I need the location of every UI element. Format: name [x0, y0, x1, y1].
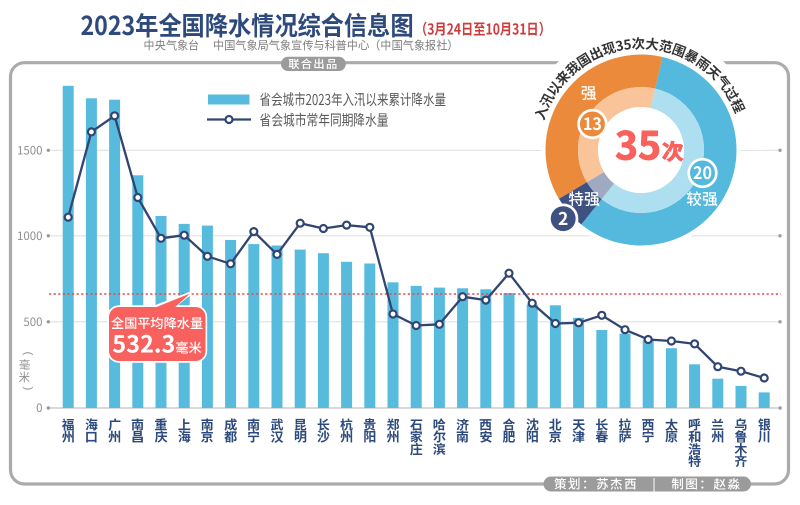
svg-text:南: 南 [131, 415, 144, 434]
svg-text:庆: 庆 [154, 427, 167, 446]
svg-text:联合出品: 联合出品 [288, 56, 338, 72]
svg-text:广: 广 [107, 415, 121, 434]
svg-text:家: 家 [410, 427, 423, 446]
svg-text:昆: 昆 [294, 415, 307, 434]
svg-text:现: 现 [599, 36, 618, 59]
svg-text:强: 强 [581, 82, 597, 104]
svg-text:郑: 郑 [386, 415, 399, 434]
svg-text:特: 特 [688, 451, 701, 470]
svg-text:全国平均降水量: 全国平均降水量 [111, 313, 203, 332]
svg-text:1500: 1500 [17, 142, 43, 158]
svg-text:上: 上 [178, 415, 191, 434]
svg-text:较强: 较强 [686, 188, 718, 210]
svg-text:北: 北 [549, 415, 563, 434]
svg-text:肥: 肥 [502, 427, 516, 446]
svg-text:南: 南 [201, 415, 214, 434]
svg-text:毫: 毫 [19, 357, 31, 373]
svg-text:南: 南 [247, 415, 260, 434]
svg-text:532.3毫米: 532.3毫米 [112, 326, 201, 360]
svg-text:长: 长 [317, 415, 330, 434]
svg-text:齐: 齐 [734, 451, 747, 470]
svg-text:西: 西 [479, 415, 492, 434]
svg-text:昌: 昌 [131, 427, 144, 446]
svg-text:特强: 特强 [568, 188, 600, 210]
svg-text:大: 大 [645, 32, 661, 53]
svg-text:京: 京 [549, 427, 562, 446]
svg-text:州: 州 [62, 427, 75, 446]
svg-text:福: 福 [62, 415, 75, 434]
svg-text:宁: 宁 [642, 427, 655, 446]
svg-text:海: 海 [178, 427, 191, 446]
svg-text:京: 京 [201, 427, 214, 446]
svg-text:太: 太 [665, 415, 678, 434]
svg-text:都: 都 [224, 427, 237, 446]
svg-text:拉: 拉 [618, 415, 631, 434]
svg-text:石: 石 [410, 415, 423, 434]
svg-text:省会城市常年同期降水量: 省会城市常年同期降水量 [260, 110, 389, 131]
svg-text:滨: 滨 [433, 439, 446, 458]
svg-text:尔: 尔 [433, 427, 446, 446]
svg-text:5: 5 [622, 33, 632, 54]
svg-text:3: 3 [613, 34, 625, 55]
svg-text:500: 500 [23, 314, 42, 330]
svg-text:呼: 呼 [688, 415, 701, 434]
svg-text:萨: 萨 [618, 427, 631, 446]
svg-text:庄: 庄 [410, 439, 423, 458]
svg-text:贵: 贵 [363, 415, 376, 434]
svg-text:中央气象台 中国气象局气象宣传与科普中心（中国气象报社）: 中央气象台 中国气象局气象宣传与科普中心（中国气象报社） [144, 37, 459, 54]
svg-text:杭: 杭 [340, 415, 353, 434]
svg-text:省会城市2023年入汛以来累计降水量: 省会城市2023年入汛以来累计降水量 [260, 89, 447, 110]
svg-text:13: 13 [583, 110, 602, 135]
svg-text:明: 明 [294, 427, 307, 446]
svg-text:成: 成 [224, 415, 237, 434]
svg-text:): ) [21, 387, 37, 391]
svg-text:（3月24日至10月31日）: （3月24日至10月31日） [415, 19, 551, 40]
svg-text:安: 安 [479, 427, 492, 446]
svg-text:(: ( [21, 352, 37, 356]
svg-text:川: 川 [758, 427, 771, 446]
svg-text:0: 0 [36, 400, 42, 416]
svg-text:乌: 乌 [734, 415, 747, 434]
svg-text:春: 春 [595, 427, 609, 446]
svg-text:州: 州 [386, 427, 399, 446]
svg-text:原: 原 [665, 427, 678, 446]
svg-text:35次: 35次 [615, 116, 684, 172]
svg-text:2023年全国降水情况综合信息图: 2023年全国降水情况综合信息图 [81, 6, 414, 43]
svg-text:长: 长 [595, 415, 608, 434]
svg-text:哈: 哈 [433, 415, 446, 434]
svg-text:西: 西 [642, 415, 655, 434]
svg-text:围: 围 [670, 38, 690, 61]
svg-text:天: 天 [572, 415, 585, 434]
svg-text:宁: 宁 [247, 427, 260, 446]
svg-text:2: 2 [558, 206, 568, 231]
svg-text:海: 海 [85, 415, 98, 434]
svg-text:武: 武 [270, 415, 283, 434]
svg-text:汉: 汉 [270, 427, 283, 446]
svg-text:济: 济 [456, 415, 469, 434]
svg-text:浩: 浩 [688, 439, 701, 458]
svg-text:阳: 阳 [363, 427, 376, 446]
svg-text:阳: 阳 [526, 427, 539, 446]
svg-text:范: 范 [657, 34, 675, 57]
svg-text:米: 米 [19, 370, 31, 386]
svg-text:银: 银 [758, 415, 771, 434]
svg-text:木: 木 [734, 439, 748, 458]
svg-text:重: 重 [154, 415, 167, 434]
svg-text:鲁: 鲁 [734, 427, 747, 446]
svg-text:州: 州 [108, 427, 121, 446]
svg-text:沙: 沙 [317, 427, 330, 446]
svg-text:20: 20 [693, 159, 712, 184]
svg-text:州: 州 [711, 427, 724, 446]
svg-text:南: 南 [456, 427, 469, 446]
svg-text:和: 和 [688, 427, 701, 446]
svg-text:次: 次 [631, 32, 645, 52]
svg-text:津: 津 [572, 427, 585, 446]
svg-text:兰: 兰 [711, 415, 724, 434]
svg-text:合: 合 [502, 415, 515, 434]
svg-text:沈: 沈 [526, 415, 539, 434]
svg-text:1000: 1000 [17, 228, 43, 244]
svg-text:州: 州 [340, 427, 353, 446]
svg-text:策划：苏杰西 | 制图：赵淼: 策划：苏杰西 | 制图：赵淼 [554, 474, 740, 493]
svg-text:口: 口 [85, 427, 98, 446]
